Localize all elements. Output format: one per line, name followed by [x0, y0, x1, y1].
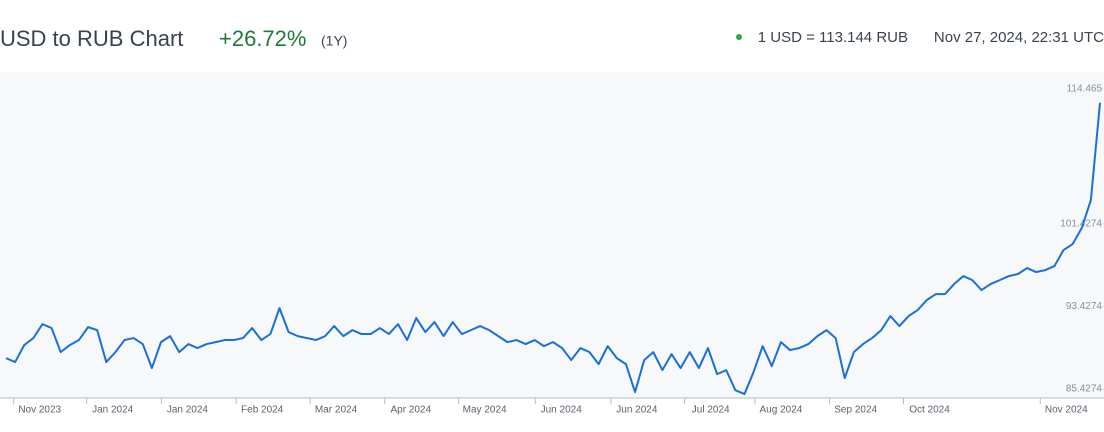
y-tick-label: 85.4274: [1066, 384, 1103, 395]
plot-background: [0, 72, 1104, 398]
x-tick-label: Jul 2024: [692, 405, 730, 416]
x-tick-label: Feb 2024: [241, 405, 284, 416]
x-tick-label: Jan 2024: [92, 405, 134, 416]
rate: 1 USD = 113.144 RUB: [758, 29, 908, 46]
chart-title: USD to RUB Chart: [0, 26, 183, 51]
change: +26.72%: [219, 26, 306, 51]
x-tick-label: Nov 2024: [1045, 405, 1088, 416]
period: (1Y): [321, 33, 347, 49]
x-tick-label: Jun 2024: [541, 405, 583, 416]
x-tick-label: Nov 2023: [18, 405, 61, 416]
x-tick-label: Sep 2024: [834, 405, 877, 416]
x-tick-label: Apr 2024: [390, 405, 431, 416]
x-tick-label: Jan 2024: [167, 405, 209, 416]
timestamp: Nov 27, 2024, 22:31 UTC: [934, 29, 1104, 46]
x-tick-label: Jun 2024: [616, 405, 658, 416]
x-tick-label: Aug 2024: [760, 405, 803, 416]
x-tick-label: May 2024: [463, 405, 507, 416]
y-tick-label: 114.465: [1067, 84, 1103, 95]
x-tick-label: Mar 2024: [315, 405, 358, 416]
y-tick-label: 93.4274: [1066, 301, 1103, 312]
price-line: [5, 102, 1101, 396]
y-tick-label: 101.4274: [1060, 218, 1102, 229]
x-tick-label: Oct 2024: [909, 405, 950, 416]
live-dot: [736, 34, 742, 40]
